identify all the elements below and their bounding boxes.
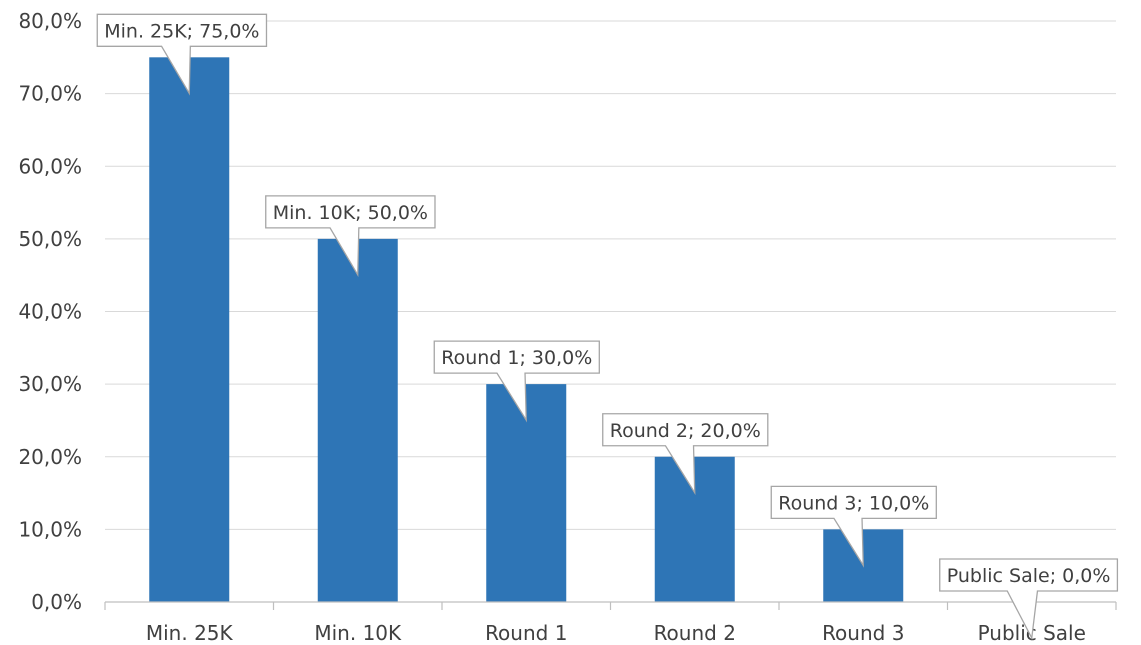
callout-box: [433, 340, 600, 423]
data-label-callout: Public Sale; 0,0%: [939, 558, 1119, 641]
bars: [149, 57, 904, 602]
y-tick-label: 70,0%: [18, 82, 82, 106]
x-tick-label: Min. 10K: [314, 621, 402, 645]
data-label-callouts: Min. 25K; 75,0% Min. 10K; 50,0% Round 1; 3…: [96, 13, 1119, 641]
x-tick-label: Min. 25K: [146, 621, 234, 645]
data-label-callout: Min. 10K; 50,0%: [265, 195, 436, 278]
data-label: Round 3; 10,0%: [778, 492, 929, 514]
callout-box: [602, 413, 769, 496]
data-label-callout: Round 2; 20,0%: [602, 413, 769, 496]
bar: [317, 238, 398, 602]
bar: [149, 57, 230, 602]
x-axis: [104, 601, 1117, 610]
y-tick-label: 60,0%: [18, 154, 82, 178]
y-tick-label: 20,0%: [18, 445, 82, 469]
y-tick-label: 80,0%: [18, 9, 82, 33]
data-label: Min. 10K; 50,0%: [273, 202, 428, 224]
data-label: Min. 25K; 75,0%: [104, 20, 259, 42]
y-tick-label: 40,0%: [18, 300, 82, 324]
callout-box: [265, 195, 436, 278]
callout-box: [939, 558, 1119, 641]
data-label: Round 1; 30,0%: [441, 347, 592, 369]
y-axis-tick-labels: 0,0% 10,0% 20,0% 30,0% 40,0% 50,0% 60,0% 70,0% 8…: [18, 9, 82, 614]
data-label-callout: Round 3; 10,0%: [770, 485, 937, 568]
data-label-callout: Min. 25K; 75,0%: [96, 13, 268, 96]
data-label: Public Sale; 0,0%: [947, 565, 1111, 587]
x-tick-label: Round 3: [822, 621, 904, 645]
gridlines: [105, 20, 1116, 530]
x-tick-label: Round 1: [485, 621, 567, 645]
data-label-callout: Round 1; 30,0%: [433, 340, 600, 423]
y-tick-label: 0,0%: [31, 590, 82, 614]
data-label: Round 2; 20,0%: [610, 420, 761, 442]
y-tick-label: 50,0%: [18, 227, 82, 251]
y-tick-label: 30,0%: [18, 372, 82, 396]
y-tick-label: 10,0%: [18, 517, 82, 541]
callout-box: [96, 13, 268, 96]
x-tick-label: Round 2: [654, 621, 736, 645]
callout-box: [770, 485, 937, 568]
